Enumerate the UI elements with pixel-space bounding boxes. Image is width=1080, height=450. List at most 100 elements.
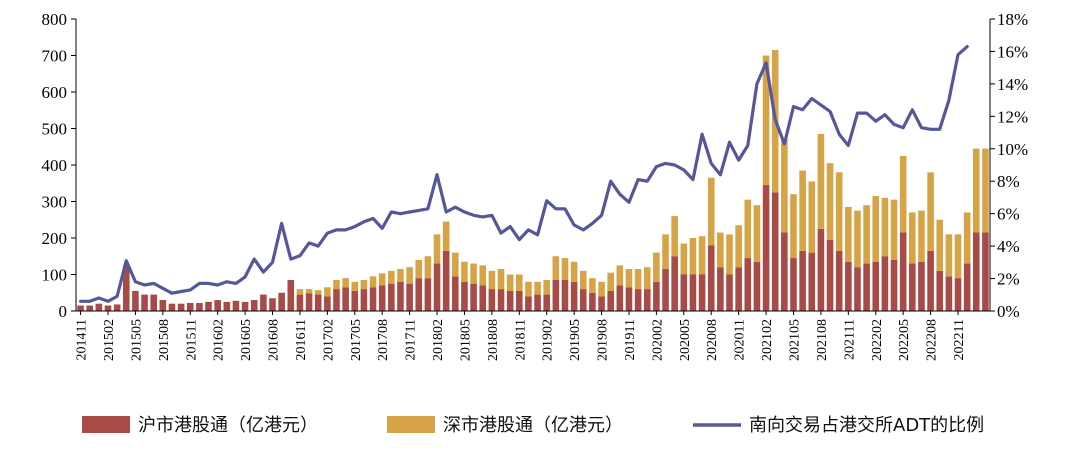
- bar-sz: [442, 221, 450, 251]
- bar-sh: [689, 274, 697, 311]
- bar-sh: [488, 289, 496, 311]
- x-tick-label: 201411: [75, 319, 90, 360]
- bar-sh: [945, 276, 953, 311]
- bar-sh: [250, 300, 258, 311]
- y-right-tick-label: 8%: [997, 172, 1020, 191]
- y-left-tick-label: 700: [42, 47, 68, 66]
- x-tick-label: 201502: [102, 319, 117, 361]
- bar-sh: [397, 281, 404, 311]
- bar-sh: [415, 278, 423, 311]
- bar-sh: [479, 285, 487, 311]
- x-tick-label: 202211: [952, 319, 967, 360]
- bar-sh: [982, 232, 989, 311]
- series-line-adt-ratio: [78, 44, 969, 303]
- x-tick-label: 202205: [897, 319, 912, 361]
- bar-sz: [909, 212, 916, 264]
- bar-sh: [845, 261, 852, 311]
- x-tick-label: 201911: [623, 319, 638, 360]
- x-tick-label: 202202: [870, 319, 885, 361]
- bar-layer: [77, 50, 989, 311]
- bar-sh: [890, 259, 898, 311]
- bar-sh: [104, 305, 112, 311]
- bar-sz: [552, 256, 560, 280]
- bar-sz: [333, 279, 340, 290]
- bar-sh: [863, 263, 870, 311]
- bar-sh: [918, 261, 925, 311]
- bar-sz: [397, 269, 404, 282]
- bar-sz: [945, 234, 953, 277]
- bar-sz: [543, 279, 551, 295]
- bar-sh: [826, 239, 834, 311]
- bar-sz: [561, 258, 569, 280]
- bar-sz: [324, 287, 331, 297]
- bar-sh: [150, 294, 157, 311]
- bar-sh: [607, 290, 614, 311]
- bar-sz: [717, 232, 724, 268]
- bar-sh: [790, 258, 797, 311]
- bar-sz: [835, 172, 843, 251]
- bar-sh: [113, 304, 121, 311]
- bar-sh: [269, 298, 276, 311]
- bar-sh: [470, 283, 477, 311]
- y-left-tick-label: 0: [59, 302, 68, 321]
- bar-sh: [799, 250, 806, 311]
- bar-sz: [662, 234, 669, 270]
- bar-sz: [506, 274, 514, 291]
- bar-sh: [305, 293, 313, 311]
- bar-sz: [872, 196, 880, 262]
- y-right-tick-label: 14%: [997, 75, 1028, 94]
- bar-sh: [671, 256, 678, 311]
- bar-sh: [515, 290, 523, 311]
- bar-sz: [470, 263, 477, 284]
- bar-sh: [122, 265, 130, 311]
- bar-sh: [744, 258, 752, 311]
- bar-sz: [461, 261, 468, 282]
- x-tick-label: 202111: [842, 319, 857, 360]
- legend: 沪市港股通（亿港元） 深市港股通（亿港元） 南向交易占港交所ADT的比例: [82, 415, 984, 436]
- bar-sh: [771, 192, 779, 311]
- x-tick-label: 201905: [568, 319, 583, 361]
- bar-sz: [351, 281, 359, 291]
- bar-sz: [954, 234, 962, 279]
- bar-sh: [205, 301, 212, 311]
- bar-sh: [717, 267, 724, 311]
- x-tick-label: 201708: [376, 319, 391, 361]
- bar-sh: [598, 296, 605, 311]
- bar-sz: [762, 55, 770, 186]
- bar-sh: [653, 281, 660, 311]
- y-right-tick-label: 16%: [997, 42, 1028, 61]
- bar-sh: [525, 296, 532, 311]
- bar-sh: [497, 289, 505, 311]
- bar-sz: [653, 252, 660, 282]
- bar-sh: [927, 250, 934, 311]
- bar-sh: [232, 300, 240, 311]
- y-right-tick-label: 18%: [997, 10, 1028, 29]
- bar-sz: [369, 276, 377, 288]
- bar-sh: [552, 279, 560, 311]
- bar-sh: [287, 279, 295, 311]
- y-left-tick-label: 400: [42, 156, 68, 175]
- bar-sh: [899, 232, 907, 311]
- x-tick-label: 201908: [596, 319, 611, 361]
- legend-label-2: 南向交易占港交所ADT的比例: [749, 415, 984, 436]
- bar-sh: [196, 302, 203, 311]
- bar-sz: [808, 181, 816, 253]
- bar-sz: [625, 269, 633, 288]
- y-left-tick-label: 600: [42, 83, 68, 102]
- bar-sz: [616, 265, 624, 286]
- y-left-tick-label: 300: [42, 193, 68, 212]
- bar-sh: [854, 267, 861, 311]
- bar-sh: [936, 270, 944, 311]
- y-left-tick-label: 800: [42, 10, 68, 29]
- bar-sh: [872, 261, 880, 311]
- bar-sz: [452, 252, 459, 277]
- x-tick-label: 202102: [760, 319, 775, 361]
- bar-sh: [360, 289, 368, 311]
- bar-sh: [260, 294, 267, 311]
- bar-sh: [314, 294, 322, 311]
- bar-sz: [634, 269, 642, 290]
- bar-sz: [589, 278, 596, 293]
- bar-sh: [452, 276, 459, 311]
- bar-sh: [278, 292, 285, 311]
- bar-sh: [86, 305, 94, 311]
